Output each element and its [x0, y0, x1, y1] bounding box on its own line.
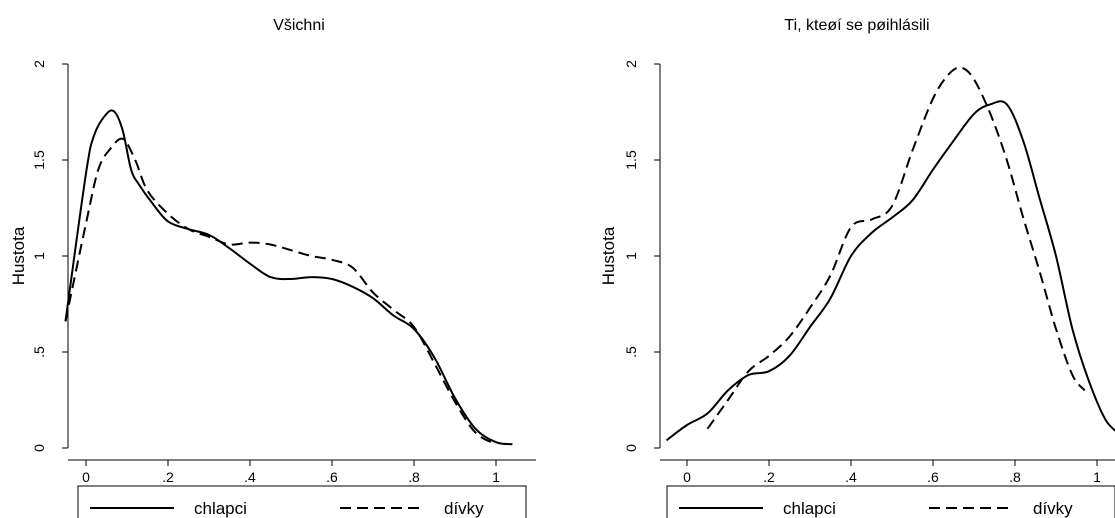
x-tick-label: 1 [1093, 469, 1101, 485]
series-line-chlapci [665, 100, 1115, 442]
x-tick-label: .8 [408, 469, 420, 485]
x-tick-label: .4 [244, 469, 256, 485]
x-tick-label: .8 [1009, 469, 1021, 485]
x-tick-label: .2 [763, 469, 775, 485]
y-axis-label: Hustota [599, 226, 618, 285]
series-line-divky [64, 137, 497, 446]
y-tick-label: 1 [31, 252, 47, 260]
y-tick-label: 0 [31, 444, 47, 452]
x-tick-label: .2 [162, 469, 174, 485]
x-tick-label: .4 [845, 469, 857, 485]
y-tick-label: .5 [623, 346, 639, 358]
chart-panel-2: Ti, kteøí se pøihlásili 0 .5 1 1.5 2 Hustota 0.… [599, 17, 1115, 518]
y-tick-label: 1.5 [623, 150, 639, 170]
y-tick-label: 2 [31, 60, 47, 68]
legend-box [77, 485, 527, 518]
x-tick-label: .6 [326, 469, 338, 485]
legend-label: dívky [444, 499, 484, 518]
legend-box [666, 485, 1115, 518]
legend-label: chlapci [783, 499, 836, 518]
series-line-chlapci [64, 109, 513, 446]
chart-title: Všichni [273, 17, 325, 34]
y-tick-label: 0 [623, 444, 639, 452]
legend-label: chlapci [194, 499, 247, 518]
y-tick-label: .5 [31, 346, 47, 358]
x-tick-label: .6 [927, 469, 939, 485]
y-tick-label: 1 [623, 252, 639, 260]
series-line-divky [706, 66, 1086, 430]
chart-panel-1: Všichni 0 .5 1 1.5 2 Hustota 0 .2 .4 .6 .8 1 chlapci d… [9, 17, 536, 518]
chart-title: Ti, kteøí se pøihlásili [784, 17, 929, 34]
x-tick-label: 0 [683, 469, 691, 485]
x-tick-label: 1 [492, 469, 500, 485]
x-tick-label: 0 [82, 469, 90, 485]
y-tick-label: 2 [623, 60, 639, 68]
y-tick-label: 1.5 [31, 150, 47, 170]
legend-label: dívky [1033, 499, 1073, 518]
y-axis-label: Hustota [9, 226, 28, 285]
